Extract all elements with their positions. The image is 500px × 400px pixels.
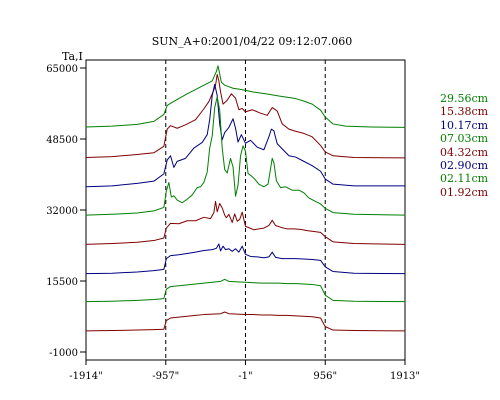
x-tick-label: 1913" — [390, 371, 420, 382]
series-line — [85, 96, 406, 216]
series-line — [85, 200, 406, 245]
chart-title: SUN_A+0:2001/04/22 09:12:07.060 — [152, 35, 353, 48]
series-line — [85, 73, 406, 159]
x-tick-label: 956" — [313, 371, 337, 382]
series-line — [85, 65, 406, 128]
y-tick-label: 65000 — [46, 64, 78, 75]
series-line — [85, 278, 406, 303]
legend-item: 29.56cm — [440, 92, 489, 105]
legend-item: 07.03cm — [440, 132, 489, 146]
x-tick-label: -1914" — [69, 371, 102, 382]
y-tick-label: 15500 — [46, 277, 78, 288]
x-axis: -1914" -957" -1" 956" 1913" — [69, 360, 420, 382]
legend-item: 01.92cm — [440, 185, 489, 199]
series-layer — [85, 65, 406, 332]
series-line — [85, 311, 406, 332]
series-line — [85, 243, 406, 275]
legend-item: 02.11cm — [440, 172, 489, 186]
legend-item: 02.90cm — [440, 159, 489, 173]
y-tick-label: 32000 — [46, 206, 78, 217]
y-tick-label: 48500 — [46, 135, 78, 146]
y-axis-label: Ta,I — [62, 50, 83, 63]
x-tick-label: -1" — [238, 371, 252, 382]
legend-item: 10.17cm — [440, 118, 489, 132]
y-axis: 65000 48500 32000 15500 -1000 — [46, 64, 86, 359]
legend-item: 15.38cm — [440, 105, 489, 119]
x-tick-label: -957" — [152, 371, 179, 382]
legend-item: 04.32cm — [440, 145, 489, 159]
series-line — [85, 83, 406, 188]
y-tick-label: -1000 — [49, 348, 78, 359]
legend: 29.56cm 15.38cm 10.17cm 07.03cm 04.32cm 02.90… — [440, 92, 498, 199]
